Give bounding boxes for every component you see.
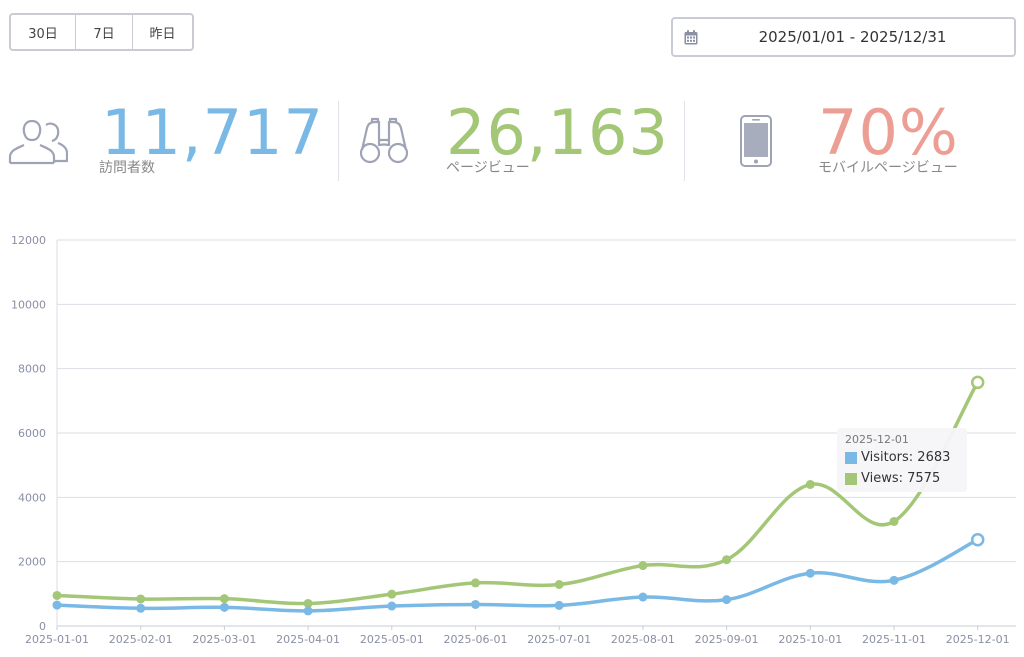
visitors-point xyxy=(722,595,732,605)
range-7-days-button[interactable]: 7日 xyxy=(75,15,132,49)
visitors-point xyxy=(805,568,815,578)
visitors-point xyxy=(52,600,62,610)
x-tick-label: 2025-02-01 xyxy=(109,633,173,646)
tooltip-views-name: Views xyxy=(861,471,899,486)
pageviews-label: ページビュー xyxy=(446,160,530,176)
pageviews-stat: 26,163 ページビュー xyxy=(345,95,680,190)
visitors-value: 11,717 xyxy=(101,96,324,169)
tooltip-date: 2025-12-01 xyxy=(845,433,909,446)
date-range-picker[interactable]: 2025/01/01 - 2025/12/31 xyxy=(671,17,1016,57)
calendar-icon xyxy=(684,30,698,49)
x-tick-label: 2025-09-01 xyxy=(695,633,759,646)
y-tick-label: 8000 xyxy=(18,363,46,376)
views-swatch xyxy=(845,472,857,485)
tooltip-visitors-name: Visitors xyxy=(861,450,909,465)
x-tick-label: 2025-10-01 xyxy=(778,633,842,646)
stat-divider xyxy=(338,101,339,181)
x-tick-label: 2025-04-01 xyxy=(276,633,340,646)
y-tick-label: 2000 xyxy=(18,556,46,569)
visitors-point xyxy=(889,575,899,585)
mobile-stat: 70% モバイルページビュー xyxy=(690,95,1024,190)
visitors-point xyxy=(638,592,648,602)
x-tick-label: 2025-07-01 xyxy=(527,633,591,646)
visitors-label: 訪問者数 xyxy=(99,160,155,176)
views-point xyxy=(52,590,62,600)
visitors-point xyxy=(387,601,397,611)
views-point xyxy=(136,594,146,604)
mobile-value: 70% xyxy=(818,96,959,169)
range-30-days-button[interactable]: 30日 xyxy=(28,26,58,42)
users-icon xyxy=(8,117,69,169)
x-tick-label: 2025-08-01 xyxy=(611,633,675,646)
mobile-label: モバイルページビュー xyxy=(818,160,958,176)
views-point xyxy=(722,555,732,565)
views-point xyxy=(303,598,313,608)
views-point-highlighted xyxy=(970,375,985,390)
chart-tooltip: 2025-12-01 Visitors: 2683 Views: 7575 xyxy=(837,428,967,492)
visitors-stat: 11,717 訪問者数 xyxy=(0,95,330,190)
visitors-point xyxy=(219,602,229,612)
range-button-group: 30日 7日 昨日 xyxy=(9,13,194,51)
tooltip-row-visitors: Visitors: 2683 xyxy=(845,450,950,465)
tooltip-views-value: 7575 xyxy=(907,471,941,486)
x-tick-label: 2025-03-01 xyxy=(192,633,256,646)
visitors-point-highlighted xyxy=(970,532,985,547)
visitors-series-line xyxy=(55,537,980,613)
x-tick-label: 2025-06-01 xyxy=(444,633,508,646)
views-point xyxy=(554,580,564,590)
views-point xyxy=(889,516,899,526)
date-range-text: 2025/01/01 - 2025/12/31 xyxy=(758,28,947,46)
views-series-line xyxy=(55,380,980,606)
smartphone-icon xyxy=(740,115,772,171)
views-point xyxy=(219,594,229,604)
views-point xyxy=(387,589,397,599)
y-tick-label: 4000 xyxy=(18,491,46,504)
x-tick-label: 2025-01-01 xyxy=(25,633,89,646)
visitors-swatch xyxy=(845,451,857,464)
views-point xyxy=(805,479,815,489)
x-tick-label: 2025-05-01 xyxy=(360,633,424,646)
y-tick-label: 12000 xyxy=(11,234,46,247)
visitors-point xyxy=(303,606,313,616)
visitors-point xyxy=(554,600,564,610)
views-point xyxy=(638,561,648,571)
binoculars-icon xyxy=(358,117,410,169)
line-chart: 0 2000 4000 6000 8000 10000 12000 2025-01-01 202… xyxy=(11,234,1016,646)
visitors-point xyxy=(136,603,146,613)
range-yesterday-button[interactable]: 昨日 xyxy=(132,15,192,49)
tooltip-visitors-value: 2683 xyxy=(917,450,951,465)
stat-divider xyxy=(684,101,685,181)
y-tick-label: 6000 xyxy=(18,427,46,440)
tooltip-row-views: Views: 7575 xyxy=(845,471,940,486)
pageviews-value: 26,163 xyxy=(446,96,669,169)
y-tick-label: 0 xyxy=(39,620,46,633)
x-tick-label: 2025-12-01 xyxy=(946,633,1010,646)
views-point xyxy=(471,578,480,588)
x-tick-label: 2025-11-01 xyxy=(862,633,926,646)
visitors-point xyxy=(471,599,480,609)
y-tick-label: 10000 xyxy=(11,298,46,311)
